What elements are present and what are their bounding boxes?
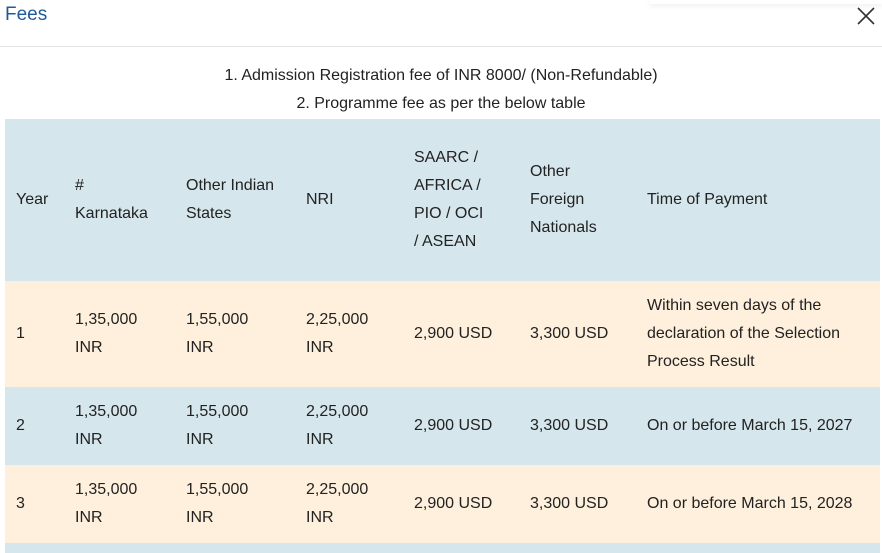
- cell-empty: [5, 543, 880, 553]
- fees-table: Year # Karnataka Other Indian States NRI…: [5, 119, 880, 553]
- cell-year: 3: [16, 495, 25, 512]
- header-other-indian-states: Other Indian States: [186, 177, 275, 222]
- header-time-of-payment: Time of Payment: [647, 191, 768, 208]
- cell-other-foreign: 3,300 USD: [530, 417, 609, 434]
- note-programme-fee: 2. Programme fee as per the below table: [296, 95, 586, 112]
- cell-nri: 2,25,000 INR: [306, 403, 369, 448]
- cell-saarc: 2,900 USD: [414, 417, 493, 434]
- fee-notes: 1. Admission Registration fee of INR 800…: [0, 62, 882, 118]
- table-row: 1 1,35,000 INR 1,55,000 INR 2,25,000 INR…: [5, 281, 880, 387]
- cell-other-indian: 1,55,000 INR: [186, 311, 249, 356]
- table-row: 2 1,35,000 INR 1,55,000 INR 2,25,000 INR…: [5, 387, 880, 465]
- cell-karnataka: 1,35,000 INR: [75, 311, 138, 356]
- cell-saarc: 2,900 USD: [414, 495, 493, 512]
- cell-karnataka: 1,35,000 INR: [75, 481, 138, 526]
- cell-other-indian: 1,55,000 INR: [186, 481, 249, 526]
- table-header-row: Year # Karnataka Other Indian States NRI…: [5, 119, 880, 281]
- header-saarc: SAARC / AFRICA / PIO / OCI / ASEAN: [414, 149, 484, 250]
- header-nri: NRI: [306, 191, 334, 208]
- dialog-header: Fees: [0, 0, 882, 47]
- cell-time-of-payment: On or before March 15, 2027: [647, 417, 853, 434]
- table-row: 3 1,35,000 INR 1,55,000 INR 2,25,000 INR…: [5, 465, 880, 543]
- cell-time-of-payment: On or before March 15, 2028: [647, 495, 853, 512]
- cell-time-of-payment: Within seven days of the declaration of …: [647, 297, 841, 370]
- cell-saarc: 2,900 USD: [414, 325, 493, 342]
- header-year: Year: [16, 191, 49, 208]
- table-row-partial: [5, 543, 880, 553]
- cell-nri: 2,25,000 INR: [306, 311, 369, 356]
- close-icon[interactable]: [854, 4, 878, 28]
- cell-year: 2: [16, 417, 25, 434]
- header-other-foreign: Other Foreign Nationals: [530, 163, 597, 236]
- cell-other-foreign: 3,300 USD: [530, 495, 609, 512]
- dialog-title: Fees: [5, 4, 48, 25]
- cell-nri: 2,25,000 INR: [306, 481, 369, 526]
- cell-other-indian: 1,55,000 INR: [186, 403, 249, 448]
- cell-year: 1: [16, 325, 25, 342]
- header-karnataka: # Karnataka: [75, 177, 148, 222]
- cell-other-foreign: 3,300 USD: [530, 325, 609, 342]
- note-registration-fee: 1. Admission Registration fee of INR 800…: [224, 67, 658, 84]
- cell-karnataka: 1,35,000 INR: [75, 403, 138, 448]
